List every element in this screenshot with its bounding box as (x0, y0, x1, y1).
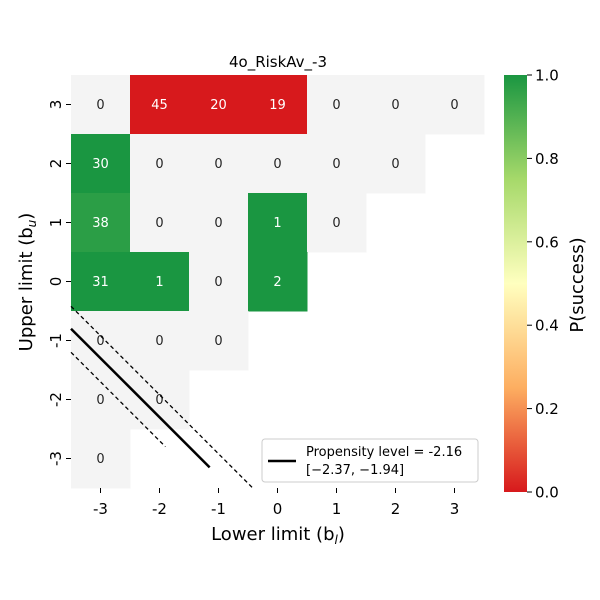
cell-count-label: 1 (155, 275, 163, 290)
x-tick-label: 1 (332, 500, 342, 518)
x-tick-label: -1 (211, 500, 226, 518)
heatmap-cell (71, 134, 131, 194)
heatmap-cell (130, 75, 190, 135)
heatmap-cell (425, 75, 485, 135)
heatmap-cells: 0 45 20 19 0 0 030 0 0 0 0 038 0 0 1 031 1 0 20 0 00 00 (71, 75, 485, 489)
cell-count-label: 30 (92, 157, 109, 172)
heatmap-cell (130, 193, 190, 253)
colorbar-tick-label: 0.0 (535, 484, 559, 502)
ci-upper-line (70, 305, 255, 490)
cell-count-label: 0 (391, 157, 399, 172)
colorbar-tick-label: 0.4 (535, 317, 559, 335)
heatmap-cell (189, 311, 249, 371)
cell-count-label: 0 (332, 157, 340, 172)
colorbar-tick-label: 1.0 (535, 67, 559, 85)
cell-count-label: 0 (155, 157, 163, 172)
y-tick-label: -3 (47, 451, 65, 466)
propensity-line (70, 327, 211, 469)
heatmap-cell (248, 75, 308, 135)
cell-count-label: 0 (96, 393, 104, 408)
cell-count-label: 45 (151, 98, 168, 113)
legend-box (261, 438, 479, 483)
colorbar-tick-label: 0.2 (535, 400, 559, 418)
x-tick-label: -2 (152, 500, 167, 518)
cell-count-label: 0 (96, 452, 104, 467)
cell-count-label: 1 (273, 216, 281, 231)
cell-count-label: 0 (155, 334, 163, 349)
heatmap-cell (71, 429, 131, 489)
cell-count-label: 0 (214, 216, 222, 231)
cell-count-label: 0 (332, 98, 340, 113)
heatmap-cell (71, 311, 131, 371)
legend-label-line1: Propensity level = -2.16 (306, 445, 462, 460)
cell-count-label: 0 (155, 216, 163, 231)
y-tick-label: 0 (47, 277, 65, 287)
chart-title: 4o_RiskAv_-3 (229, 53, 327, 72)
y-tick-label: 3 (47, 100, 65, 110)
heatmap-cell (130, 311, 190, 371)
x-tick-label: 0 (273, 500, 283, 518)
heatmap-cell (248, 252, 308, 312)
heatmap-cell (366, 75, 426, 135)
heatmap-cell (307, 193, 367, 253)
cell-count-label: 0 (96, 98, 104, 113)
cell-count-label: 19 (269, 98, 286, 113)
heatmap-cell (189, 252, 249, 312)
y-axis-label: Upper limit (bu) (16, 213, 39, 352)
colorbar-ticks: 0.0 0.2 0.4 0.6 0.8 1.0 (527, 67, 559, 502)
colorbar: 0.0 0.2 0.4 0.6 0.8 1.0 P(success) (504, 67, 588, 502)
colorbar-gradient (504, 75, 527, 492)
heatmap-cell (307, 134, 367, 194)
legend: Propensity level = -2.16 [−2.37, −1.94] (261, 438, 479, 483)
colorbar-label: P(success) (567, 237, 588, 332)
heatmap-cell (71, 193, 131, 253)
heatmap-cell (130, 370, 190, 430)
x-axis-ticks: -3 -2 -1 0 1 2 3 (93, 488, 459, 518)
heatmap-cell (130, 134, 190, 194)
cell-count-label: 20 (210, 98, 227, 113)
cell-count-label: 0 (391, 98, 399, 113)
y-tick-label: -2 (47, 392, 65, 407)
heatmap-cell (366, 134, 426, 194)
x-axis-label: Lower limit (bl) (211, 524, 345, 547)
cell-count-label: 0 (96, 334, 104, 349)
heatmap-cell (248, 193, 308, 253)
y-tick-label: 2 (47, 159, 65, 169)
y-tick-label: -1 (47, 333, 65, 348)
cell-count-label: 0 (214, 334, 222, 349)
cell-count-label: 0 (273, 157, 281, 172)
legend-label-line2: [−2.37, −1.94] (306, 463, 404, 478)
heatmap-cell (130, 252, 190, 312)
colorbar-tick-label: 0.8 (535, 150, 559, 168)
cell-count-label: 0 (214, 157, 222, 172)
ci-lower-line (70, 351, 166, 448)
heatmap-cell (189, 193, 249, 253)
y-axis-ticks: 3 2 1 0 -1 -2 -3 (47, 100, 71, 466)
x-tick-label: 3 (450, 500, 460, 518)
colorbar-tick-label: 0.6 (535, 233, 559, 251)
heatmap-cell (71, 75, 131, 135)
heatmap-cell (248, 134, 308, 194)
heatmap-cell (189, 134, 249, 194)
cell-count-label: 31 (92, 275, 109, 290)
cell-count-label: 0 (450, 98, 458, 113)
heatmap-cell (189, 75, 249, 135)
heatmap-cell (71, 252, 131, 312)
cell-count-label: 38 (92, 216, 109, 231)
cell-count-label: 0 (214, 275, 222, 290)
cell-count-label: 0 (155, 393, 163, 408)
heatmap-cell (307, 75, 367, 135)
x-tick-label: -3 (93, 500, 108, 518)
y-tick-label: 1 (47, 218, 65, 228)
propensity-lines (70, 305, 255, 490)
x-tick-label: 2 (391, 500, 401, 518)
cell-count-label: 2 (273, 275, 281, 290)
cell-count-label: 0 (332, 216, 340, 231)
